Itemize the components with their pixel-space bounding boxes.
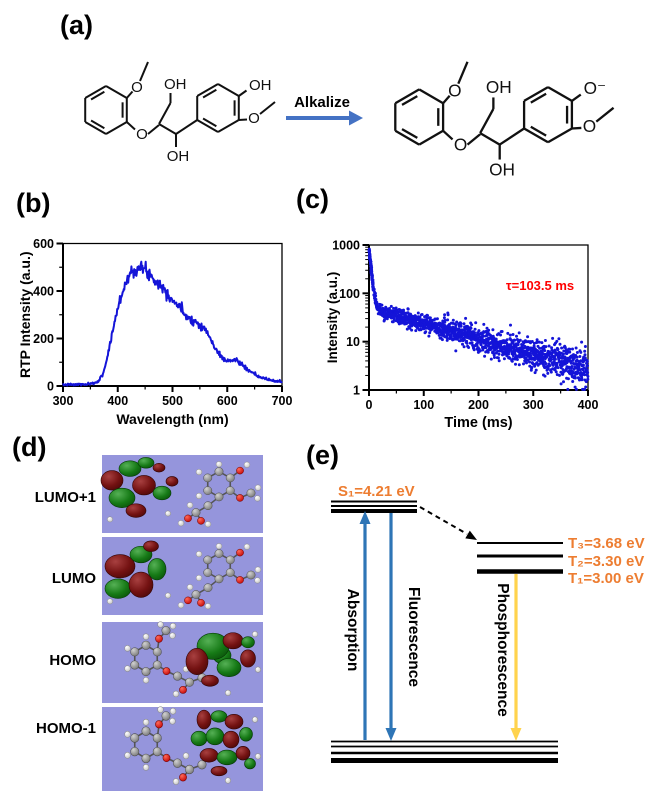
molecule-atoms [107,461,262,528]
axes-c: 1 10 100 1000 0 100 200 300 400 [332,239,598,413]
orbital-label-homo: HOMO [49,652,96,669]
orbital-lobes [104,540,167,599]
xlabel-b: Wavelength (nm) [116,411,228,427]
reactant-phenol-hydroxyl: OH [249,77,272,94]
alkalize-arrow: Alkalize [286,94,363,126]
svg-text:700: 700 [272,394,293,408]
svg-text:400: 400 [33,285,54,299]
svg-text:0: 0 [366,398,373,412]
reactant-structure: O O OH OH OH O [84,61,276,165]
ylabel-c: Intensity (a.u.) [325,272,340,364]
svg-text:100: 100 [413,398,434,412]
orbital-image-homo-1 [102,706,263,791]
reactant-top-hydroxyl: OH [164,76,187,93]
fluorescence-arrowhead [385,728,397,741]
alkalize-arrowhead [349,110,363,126]
product-phenolate: O⁻ [584,78,607,98]
panel-d-label: (d) [12,432,47,462]
reactant-bonds [84,61,276,147]
lifetime-annotation: τ=103.5 ms [506,278,574,293]
panel-e-label: (e) [306,440,339,470]
reactant-methoxy1-oxygen: O [131,79,143,96]
triplet-levels [477,542,563,574]
svg-text:200: 200 [33,332,54,346]
orbital-image-lumo [102,537,263,615]
phosphorescence-arrow [510,574,522,741]
orbital-lobes [185,632,256,687]
reactant-bottom-hydroxyl: OH [167,148,190,165]
phosphorescence-label: Phosphorescence [494,583,511,717]
decay-points [367,247,590,391]
product-methoxy1-oxygen: O [448,80,461,100]
lifetime-decay-chart: 1 10 100 1000 0 100 200 300 400 Time (ms) Intensit… [325,239,598,432]
ylabel-b: RTP Intensity (a.u.) [17,251,33,378]
orbital-image-lumo+1 [100,455,263,533]
ground-state-levels [331,740,558,763]
molecule-atoms [124,621,261,698]
molecule-atoms [124,706,261,785]
absorption-arrowhead [359,511,371,524]
absorption-arrow [359,511,371,740]
orbital-lobes [190,709,256,777]
panel-c-label: (c) [296,184,329,214]
svg-text:300: 300 [53,394,74,408]
xlabel-c: Time (ms) [444,415,512,431]
orbital-label-lumo: LUMO [51,570,96,587]
s1-levels [331,500,417,513]
s1-energy-label: S₁=4.21 eV [338,483,415,500]
product-structure: O O OH OH O⁻ O [394,61,615,180]
svg-text:200: 200 [468,398,489,412]
energy-level-diagram: S₁=4.21 eV T₃=3.68 eV T₂=3.30 eV T₁=3.00… [331,483,645,763]
svg-text:500: 500 [162,394,183,408]
intersystem-crossing-arrow [419,506,477,540]
panel-a-reaction-scheme: O O OH OH OH O Alkalize O O OH OH O⁻ O [84,61,615,180]
molecule-atoms [107,543,262,610]
svg-text:100: 100 [339,287,360,301]
svg-text:600: 600 [217,394,238,408]
product-bottom-hydroxyl: OH [489,160,515,180]
svg-text:10: 10 [346,335,360,349]
product-bonds [394,61,615,160]
t3-energy-label: T₃=3.68 eV [568,535,645,552]
orbital-label-lumo+1: LUMO+1 [34,489,96,506]
axes-b: 0 200 400 600 300 400 500 600 700 [33,237,292,408]
reactant-methoxy2-oxygen: O [248,110,260,127]
absorption-label: Absorption [344,589,361,672]
orbital-lobes [100,457,179,518]
alkalize-label: Alkalize [294,94,350,111]
svg-text:400: 400 [107,394,128,408]
orbital-label-homo-1: HOMO-1 [36,720,96,737]
rtp-spectrum-chart: 0 200 400 600 300 400 500 600 700 Wavelength (nm)… [17,237,292,427]
t2-energy-label: T₂=3.30 eV [568,553,644,570]
panel-b-label: (b) [16,188,51,218]
fluorescence-arrow [385,513,397,741]
t1-energy-label: T₁=3.00 eV [568,570,644,587]
orbital-image-homo [102,621,263,703]
svg-text:300: 300 [523,398,544,412]
svg-text:1: 1 [353,384,360,398]
spectrum-curve [62,260,283,387]
product-methoxy2-oxygen: O [583,116,596,136]
fluorescence-label: Fluorescence [405,587,422,687]
panel-a-label: (a) [60,10,93,40]
product-top-hydroxyl: OH [486,77,512,97]
svg-text:1000: 1000 [332,239,360,253]
svg-text:400: 400 [578,398,599,412]
svg-text:600: 600 [33,237,54,251]
product-ether-oxygen: O [454,134,467,154]
reactant-ether-oxygen: O [136,126,148,143]
phosphorescence-arrowhead [510,728,522,741]
svg-text:0: 0 [47,380,54,394]
